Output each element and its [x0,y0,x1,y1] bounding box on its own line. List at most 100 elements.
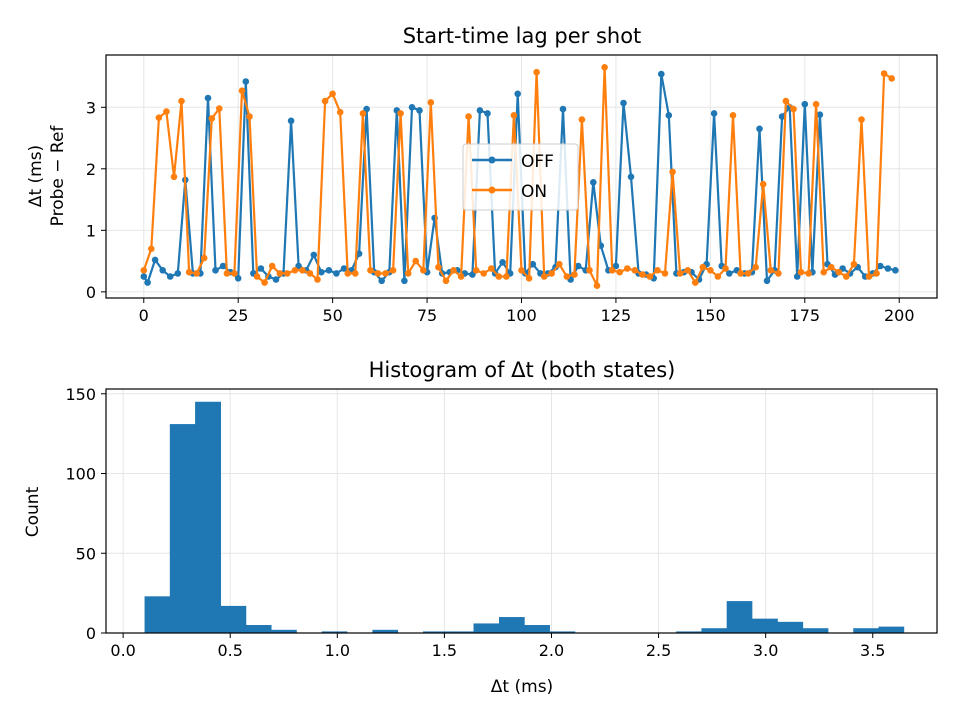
data-point-on [692,279,699,286]
data-point-on [488,265,495,272]
histogram-bar [169,424,196,633]
data-point-off [778,113,786,120]
bottom-x-tick-label: 0.5 [217,641,242,660]
data-point-on [812,100,820,108]
data-point-off [476,107,484,114]
data-point-on [654,267,661,274]
histogram-bar [220,605,247,633]
top-y-tick-label: 3 [86,98,96,117]
data-point-on [170,173,178,181]
data-point-on [216,105,223,112]
top-chart-title: Start-time lag per shot [403,24,642,48]
histogram-bar [422,631,449,633]
data-point-on [412,257,420,265]
data-point-on [155,114,163,121]
data-point-on [661,270,669,277]
data-point-on [744,270,752,277]
data-point-off [144,279,151,286]
bottom-y-ticks: 0 50 100 150 [65,385,106,643]
data-point-on [268,262,276,270]
data-point-on [752,263,759,271]
histogram-bar [473,623,500,633]
bottom-x-tick-label: 2.5 [646,641,671,660]
legend-off-marker [488,156,496,164]
data-point-on [714,273,722,280]
histogram-bar [676,631,702,633]
data-point-on [208,115,216,122]
bottom-y-tick-label: 50 [76,544,96,563]
data-point-on [140,267,148,274]
data-point-off [726,270,733,277]
data-point-off [658,70,665,78]
data-point-on [782,97,790,105]
data-point-on [676,270,684,277]
bottom-x-tick-label: 2.0 [539,641,564,660]
data-point-on [669,168,676,176]
data-point-on [797,268,805,276]
data-point-on [790,105,797,113]
data-point-on [420,267,427,274]
data-point-off [174,270,182,277]
bottom-x-tick-label: 1.0 [325,641,350,660]
data-point-on [850,260,858,268]
histogram-bar [726,601,753,633]
data-point-on [223,270,231,277]
data-point-off [378,277,386,285]
data-point-off [333,270,340,277]
data-point-off [295,262,302,270]
data-point-on [525,275,533,282]
line-chart-panel: Start-time lag per shot 0 25 50 75 100 125 150… [26,24,938,325]
top-x-tick-label: 175 [790,306,821,325]
top-x-tick-label: 75 [417,306,437,325]
data-point-on [374,270,382,277]
bottom-x-tick-label: 1.5 [432,641,457,660]
data-point-on [873,270,880,277]
data-point-off [408,104,416,111]
data-point-off [272,276,280,283]
data-point-on [404,270,412,277]
data-point-on [548,270,555,277]
data-point-off [310,251,318,259]
data-point-on [835,268,843,276]
data-point-off [204,94,212,102]
histogram-bar [524,625,550,633]
data-point-off [363,105,370,113]
bottom-x-tick-label: 3.5 [860,641,885,660]
histogram-bar [549,631,576,633]
data-point-on [261,279,268,286]
data-point-on [503,273,510,280]
top-y-label-line1: Δt (ms) [26,145,46,207]
data-point-off [529,260,537,268]
legend-on-marker [488,186,496,194]
data-point-off [340,265,348,272]
data-point-on [533,68,540,76]
top-y-ticks: 0 1 2 3 [86,98,106,302]
top-x-tick-label: 150 [695,306,726,325]
histogram-bar [144,596,171,633]
histogram-bar [878,626,905,633]
data-point-on [480,270,488,277]
bottom-plot-frame [105,388,938,634]
data-point-on [200,254,208,262]
histogram-bar [245,625,272,633]
data-point-off [469,271,476,278]
bottom-chart-title: Histogram of Δt (both states) [369,358,676,382]
top-x-tick-label: 25 [228,306,248,325]
data-point-on [624,265,631,272]
data-point-off [514,90,521,98]
bottom-x-ticks: 0.0 0.5 1.0 1.5 2.0 2.5 3.0 3.5 [110,633,885,660]
data-point-on [352,270,359,277]
data-point-off [401,277,408,285]
data-point-on [231,270,238,277]
data-point-on [556,260,563,268]
data-point-on [540,273,548,280]
data-point-on [805,270,812,277]
data-point-on [775,270,782,277]
data-point-on [639,271,646,278]
histogram-bars [144,401,905,633]
data-point-off [234,275,242,282]
data-point-on [586,267,593,274]
data-point-on [843,273,850,280]
data-point-on [344,270,352,277]
